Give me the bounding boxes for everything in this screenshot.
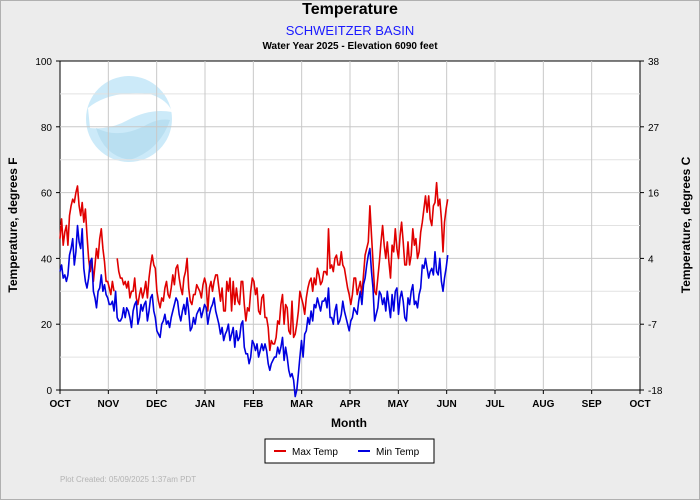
y-tick-label-left: 40 bbox=[41, 254, 53, 265]
y-axis-left: 0 20 40 60 80 100 bbox=[35, 57, 60, 397]
series-lines bbox=[59, 181, 449, 398]
y-tick-label-left: 20 bbox=[41, 320, 53, 331]
y-tick-label-right: -7 bbox=[648, 320, 657, 331]
x-tick-label: MAR bbox=[290, 399, 314, 410]
x-tick-label: DEC bbox=[146, 399, 167, 410]
plot-created-footer: Plot Created: 05/09/2025 1:37am PDT bbox=[60, 475, 197, 484]
x-tick-label: FEB bbox=[243, 399, 263, 410]
noaa-logo-icon: NOAA bbox=[86, 76, 172, 162]
y-axis-label-left: Temperature, degrees F bbox=[6, 157, 20, 292]
legend: Max Temp Min Temp bbox=[264, 438, 435, 464]
series-line-min-temp bbox=[59, 224, 449, 398]
x-tick-label: JUL bbox=[486, 399, 505, 410]
legend-label-min-temp: Min Temp bbox=[376, 447, 420, 458]
noaa-logo-text: NOAA bbox=[112, 94, 148, 108]
series-line-max-temp bbox=[59, 181, 449, 352]
y-tick-label-left: 100 bbox=[35, 57, 52, 68]
y-axis-right: -18 -7 4 16 27 38 bbox=[640, 57, 663, 397]
y-tick-label-right: 4 bbox=[648, 254, 654, 265]
y-tick-label-left: 0 bbox=[46, 386, 52, 397]
x-tick-label: JUN bbox=[437, 399, 457, 410]
x-tick-label: OCT bbox=[49, 399, 70, 410]
x-tick-label: SEP bbox=[582, 399, 602, 410]
x-axis-label: Month bbox=[331, 416, 367, 430]
y-axis-label-right: Temperature, degrees C bbox=[679, 156, 693, 293]
x-tick-label: JAN bbox=[195, 399, 215, 410]
chart-subtitle: SCHWEITZER BASIN bbox=[285, 23, 415, 38]
chart-title: Temperature bbox=[302, 1, 398, 18]
x-tick-label: APR bbox=[339, 399, 361, 410]
legend-box bbox=[264, 438, 435, 464]
x-tick-label: NOV bbox=[97, 399, 119, 410]
x-tick-label: AUG bbox=[532, 399, 554, 410]
y-tick-label-left: 80 bbox=[41, 123, 53, 134]
x-tick-label: OCT bbox=[629, 399, 650, 410]
y-tick-label-right: 38 bbox=[648, 57, 660, 68]
y-tick-label-right: 16 bbox=[648, 189, 660, 200]
chart-subtitle-2: Water Year 2025 - Elevation 6090 feet bbox=[262, 41, 438, 52]
legend-label-max-temp: Max Temp bbox=[292, 447, 338, 458]
y-tick-label-left: 60 bbox=[41, 189, 53, 200]
y-tick-label-right: 27 bbox=[648, 123, 660, 134]
x-axis: OCT NOV DEC JAN FEB MAR APR MAY JUN JUL AUG SEP OCT bbox=[49, 390, 651, 410]
x-tick-label: MAY bbox=[388, 399, 410, 410]
y-tick-label-right: -18 bbox=[648, 386, 663, 397]
